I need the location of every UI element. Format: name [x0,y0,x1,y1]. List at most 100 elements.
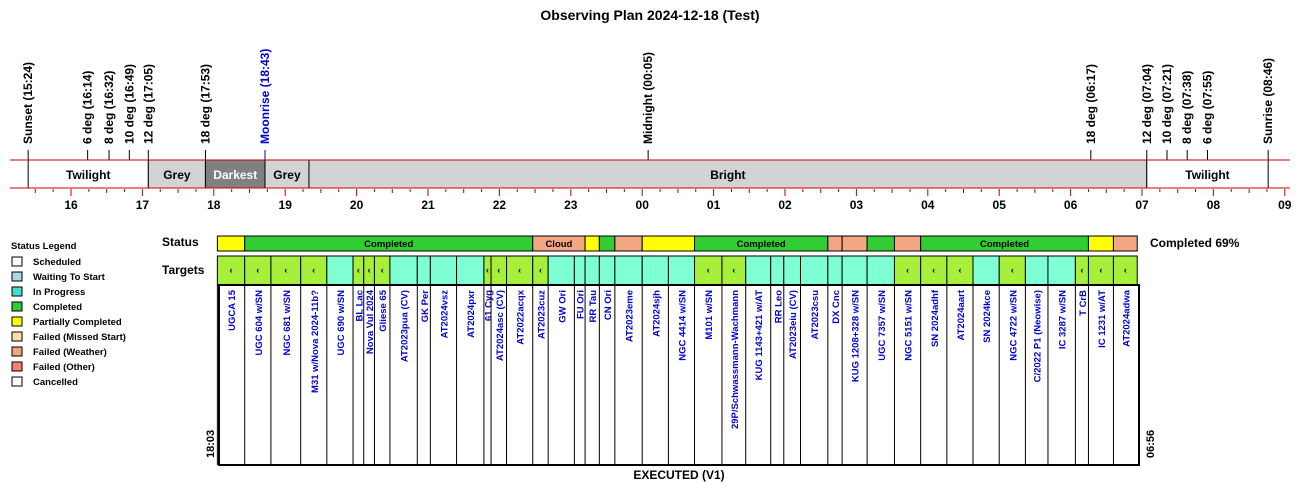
completed-summary: Completed 69% [1150,236,1240,250]
axis-tick-label: 17 [136,198,150,212]
status-segment [598,235,616,252]
axis-tick-label: 16 [64,198,78,212]
status-segment-label: Completed [980,239,1029,250]
event-label: 8 deg (07:38) [1180,71,1194,144]
status-legend: Status Legend Scheduled Waiting To Start In… [11,241,126,388]
axis-tick-label: 20 [350,198,364,212]
event-label: 12 deg (07:04) [1140,64,1154,144]
target-name: GK Per [420,290,431,323]
target-cell [783,255,801,286]
target-name: NGC 5151 w/SN [904,290,915,361]
target-done-marker: ‹ [958,265,961,276]
axis-tick-label: 05 [993,198,1007,212]
status-segment [1112,235,1138,252]
target-name: AT2024sjh [651,290,662,337]
axis-tick-label: 06 [1064,198,1078,212]
event-label: Moonrise (18:43) [258,49,272,144]
status-segment [216,235,246,252]
target-name: Nova Vul 2024 [365,289,376,354]
executed-frame [218,284,1140,466]
legend-label: Scheduled [33,257,81,268]
target-name: AT2023cuz [536,290,547,339]
legend-swatch [11,301,23,312]
axis-tick-label: 03 [850,198,864,212]
target-name: M31 w/Nova 2024-11b? [310,290,321,393]
targets-row-label: Targets [162,263,205,277]
status-segment [614,235,643,252]
event-label: 10 deg (07:21) [1160,64,1174,144]
target-name: BL Lac [354,290,365,322]
hour-axis: 16 17 18 19 20 21 22 23 00 01 02 03 04 05 06 07 08 09 [34,189,1292,212]
legend-label: Waiting To Start [33,272,106,283]
target-done-marker: ‹ [732,265,735,276]
target-cell [827,255,843,286]
status-segment [1087,235,1114,252]
target-name: AT2022acqx [516,289,527,344]
target-name: T CrB [1078,290,1089,316]
target-cell [584,255,600,286]
axis-tick-label: 01 [707,198,721,212]
target-name: NGC 4414 w/SN [677,290,688,361]
target-cell [694,255,723,286]
target-name: AT2023eme [625,290,636,342]
sky-band-label: Grey [273,168,301,182]
target-name: NGC 4722 w/SN [1008,290,1019,361]
legend-swatch [11,331,23,342]
target-name: UGC 7357 w/SN [877,290,888,361]
start-time-label: 18:03 [205,430,217,458]
target-name: AT2024aart [956,289,967,340]
target-done-marker: ‹ [486,265,489,276]
legend-swatch [11,286,23,297]
target-cell [745,255,772,286]
status-row-label: Status [162,235,199,249]
target-name: C/2022 P1 (Neowise) [1033,290,1044,382]
target-done-marker: ‹ [357,265,360,276]
event-label: Midnight (00:05) [641,52,655,144]
event-label: Sunrise (08:46) [1261,58,1275,144]
legend-label: Failed (Missed Start) [33,332,126,343]
target-name: IC 3287 w/SN [1058,290,1069,349]
target-name: Gliese 65 [378,289,389,331]
target-done-marker: ‹ [368,265,371,276]
target-cell [1047,255,1076,286]
target-cell [326,255,354,286]
target-cell [389,255,418,286]
target-cell [1087,255,1114,286]
sky-band-label: Twilight [1185,168,1229,182]
target-name: AT2024adwa [1121,289,1132,347]
footer-label: EXECUTED (V1) [633,468,724,482]
target-name: SN 2024kce [982,290,993,343]
target-cell [770,255,785,286]
axis-tick-label: 07 [1135,198,1149,212]
legend-label: Completed [33,302,82,313]
legend-label: Failed (Other) [33,362,95,373]
event-label: 18 deg (17:53) [198,64,212,144]
target-done-marker: ‹ [932,265,935,276]
target-name: AT2024pxr [466,290,477,338]
target-cell [456,255,485,286]
target-cell [547,255,575,286]
legend-label: In Progress [33,287,85,298]
target-done-marker: ‹ [1099,265,1102,276]
target-name: M101 w/SN [704,290,715,340]
event-markers: Sunset (15:24) 6 deg (16:14) 8 deg (16:32)… [21,49,1275,160]
target-name: NGC 681 w/SN [282,290,293,356]
target-name: KUG 1208+328 w/SN [851,290,862,382]
axis-tick-label: 08 [1207,198,1221,212]
target-done-marker: ‹ [707,265,710,276]
target-name: GW Ori [557,290,568,323]
chart-title: Observing Plan 2024-12-18 (Test) [540,7,759,23]
target-done-marker: ‹ [284,265,287,276]
axis-tick-label: 18 [207,198,221,212]
event-label: 8 deg (16:32) [102,71,116,144]
axis-tick-label: 23 [564,198,578,212]
legend-swatch [11,361,23,372]
target-cell [799,255,829,286]
target-name: RR Leo [773,290,784,323]
axis-tick-label: 22 [493,198,507,212]
sky-band-label: Grey [163,168,191,182]
target-name: KUG 1143+421 w/AT [754,290,765,381]
legend-swatch [11,316,23,327]
target-done-marker: ‹ [229,265,232,276]
sky-condition-bands: Twilight Grey Darkest Grey Bright Twilight [10,159,1290,189]
